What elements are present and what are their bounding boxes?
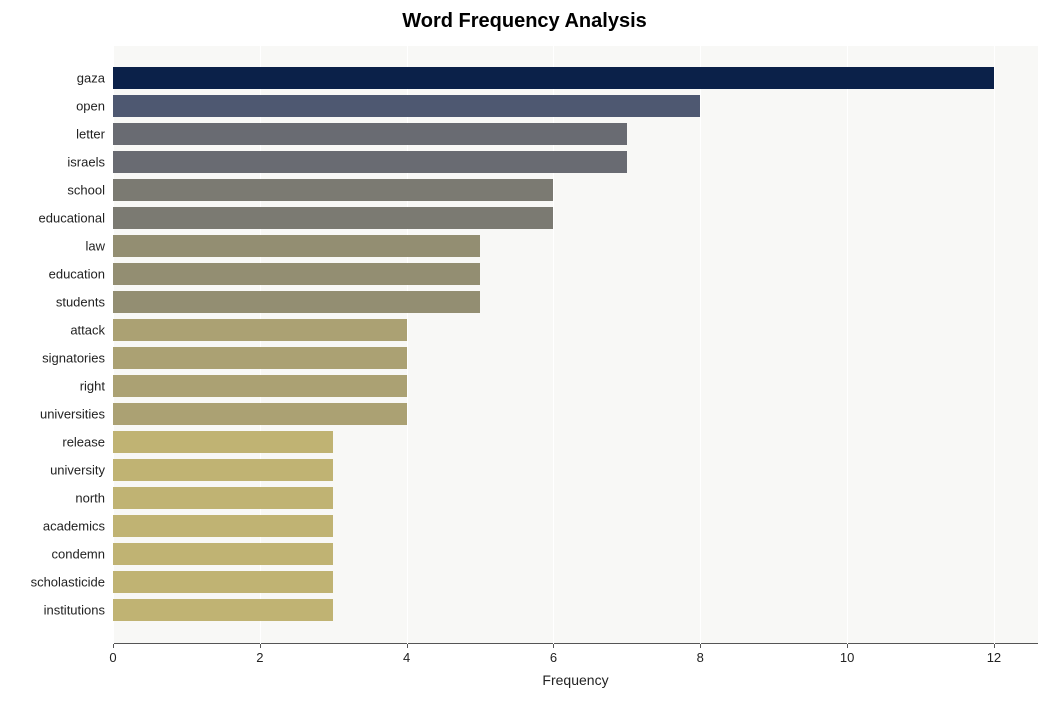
bar-row: academics <box>113 512 1038 540</box>
bar <box>113 459 333 481</box>
bar-row: attack <box>113 316 1038 344</box>
y-tick-label: right <box>80 379 113 394</box>
y-tick-label: law <box>85 239 113 254</box>
bar <box>113 179 553 201</box>
bar <box>113 599 333 621</box>
plot-area: Frequency 024681012gazaopenletterisraels… <box>113 46 1038 644</box>
y-tick-label: students <box>56 295 113 310</box>
bar <box>113 431 333 453</box>
bar-row: letter <box>113 120 1038 148</box>
bar-row: university <box>113 456 1038 484</box>
x-tick-label: 4 <box>403 644 410 665</box>
bar-row: universities <box>113 400 1038 428</box>
bar <box>113 207 553 229</box>
bar-row: school <box>113 176 1038 204</box>
y-tick-label: institutions <box>44 603 113 618</box>
y-tick-label: north <box>75 491 113 506</box>
y-tick-label: school <box>67 183 113 198</box>
bar <box>113 319 407 341</box>
bar-row: open <box>113 92 1038 120</box>
bar <box>113 123 627 145</box>
bar-row: students <box>113 288 1038 316</box>
y-tick-label: gaza <box>77 71 113 86</box>
bar <box>113 151 627 173</box>
y-tick-label: educational <box>39 211 114 226</box>
y-tick-label: attack <box>70 323 113 338</box>
bar <box>113 263 480 285</box>
y-tick-label: condemn <box>52 547 113 562</box>
x-tick-label: 2 <box>256 644 263 665</box>
bar-row: education <box>113 260 1038 288</box>
bar-row: north <box>113 484 1038 512</box>
bar <box>113 235 480 257</box>
bar-row: institutions <box>113 596 1038 624</box>
y-tick-label: academics <box>43 519 113 534</box>
y-tick-label: israels <box>67 155 113 170</box>
x-tick-label: 0 <box>109 644 116 665</box>
bar <box>113 515 333 537</box>
bar <box>113 291 480 313</box>
y-tick-label: education <box>49 267 113 282</box>
bar-row: condemn <box>113 540 1038 568</box>
y-tick-label: release <box>62 435 113 450</box>
x-tick-label: 6 <box>550 644 557 665</box>
bar-row: israels <box>113 148 1038 176</box>
bar <box>113 543 333 565</box>
bar-row: law <box>113 232 1038 260</box>
x-tick-label: 12 <box>987 644 1001 665</box>
bar <box>113 95 700 117</box>
chart-title: Word Frequency Analysis <box>0 10 1049 33</box>
bar <box>113 571 333 593</box>
bar-row: gaza <box>113 64 1038 92</box>
y-tick-label: universities <box>40 407 113 422</box>
bar <box>113 403 407 425</box>
bar <box>113 487 333 509</box>
bar <box>113 375 407 397</box>
y-tick-label: university <box>50 463 113 478</box>
y-tick-label: letter <box>76 127 113 142</box>
bar-row: release <box>113 428 1038 456</box>
y-tick-label: open <box>76 99 113 114</box>
bar-row: scholasticide <box>113 568 1038 596</box>
x-tick-label: 8 <box>697 644 704 665</box>
x-tick-label: 10 <box>840 644 854 665</box>
bar-row: right <box>113 372 1038 400</box>
y-tick-label: signatories <box>42 351 113 366</box>
bar <box>113 67 994 89</box>
bar <box>113 347 407 369</box>
bar-row: signatories <box>113 344 1038 372</box>
y-tick-label: scholasticide <box>31 575 113 590</box>
word-frequency-chart: Word Frequency Analysis Frequency 024681… <box>0 0 1049 701</box>
bar-row: educational <box>113 204 1038 232</box>
